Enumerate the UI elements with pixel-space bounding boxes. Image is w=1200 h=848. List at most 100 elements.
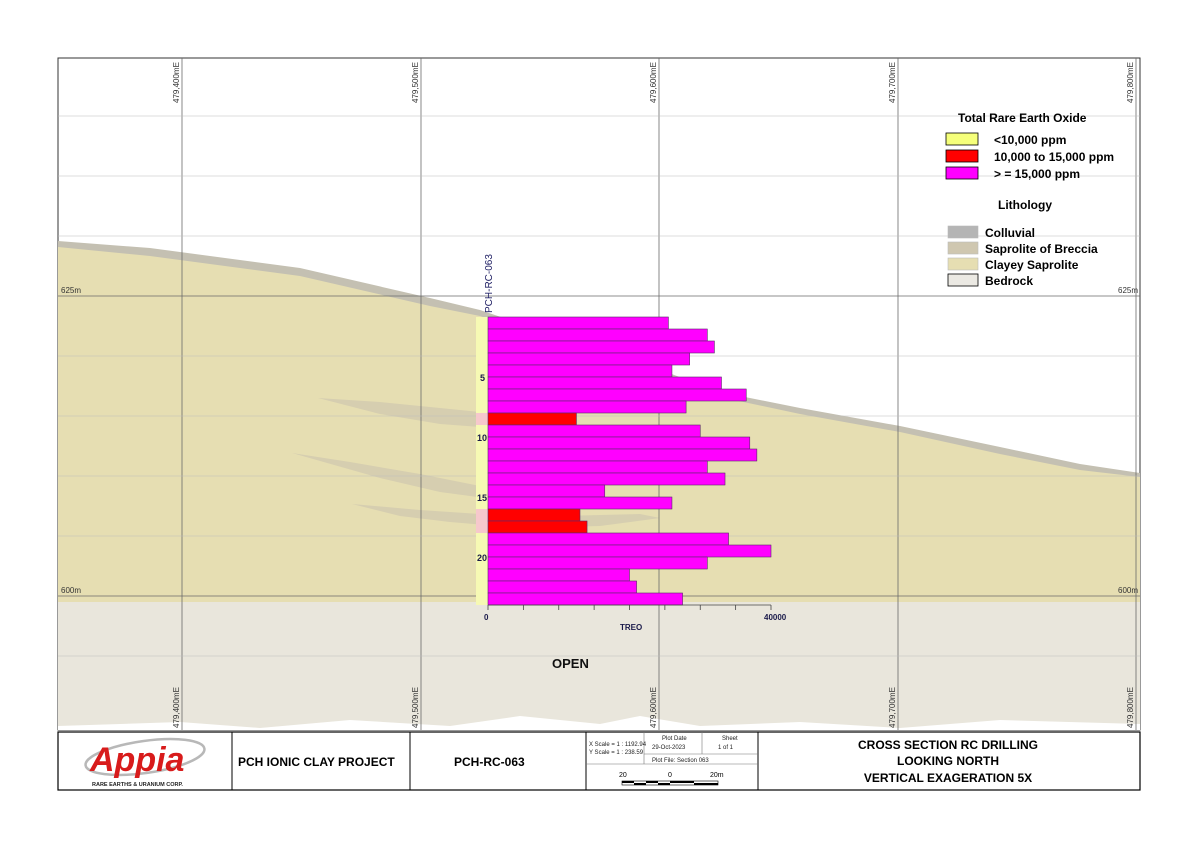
section-title-line3: VERTICAL EXAGERATION 5X	[864, 771, 1032, 785]
depth-label: 15	[477, 493, 487, 503]
treo-bar	[487, 436, 751, 450]
treo-axis-tick-label: 40000	[764, 613, 787, 622]
scale-bar-label: 20	[619, 772, 627, 779]
treo-bar	[487, 568, 630, 582]
scale-bar-label: 20m	[710, 772, 724, 779]
hole-trace-segment	[476, 581, 488, 593]
treo-bar	[487, 400, 687, 414]
easting-label: 479,700mE	[888, 62, 897, 103]
easting-label: 479,400mE	[172, 687, 181, 728]
elevation-label-left: 600m	[61, 586, 81, 595]
easting-label: 479,400mE	[172, 62, 181, 103]
hole-trace-segment	[476, 437, 488, 449]
easting-label: 479,700mE	[888, 687, 897, 728]
treo-bar	[487, 508, 581, 522]
hole-trace-segment	[476, 353, 488, 365]
legend-item-label: Bedrock	[985, 274, 1033, 288]
treo-bar	[487, 532, 729, 546]
section-title-line2: LOOKING NORTH	[897, 754, 999, 768]
hole-id-title: PCH-RC-063	[454, 755, 525, 769]
treo-bar	[487, 424, 701, 438]
sheet-label: Sheet	[722, 736, 738, 742]
easting-label: 479,500mE	[411, 62, 420, 103]
easting-labels-top: 479,400mE 479,500mE 479,600mE 479,700mE …	[172, 62, 1135, 103]
appia-logo-wordmark: Appia	[89, 741, 184, 779]
treo-axis-ticks	[487, 605, 772, 610]
treo-bar	[487, 580, 637, 594]
legend: Total Rare Earth Oxide <10,000 ppm 10,00…	[945, 111, 1114, 288]
title-block-frame	[57, 731, 1141, 791]
legend-item-label: <10,000 ppm	[994, 133, 1066, 147]
easting-labels-bottom: 479,400mE 479,500mE 479,600mE 479,700mE …	[172, 687, 1135, 728]
treo-bar	[487, 520, 588, 534]
grid-lines	[58, 58, 1140, 730]
treo-bar	[487, 340, 715, 354]
hole-trace-segment	[476, 545, 488, 557]
easting-label: 479,500mE	[411, 687, 420, 728]
plot-date-value: 29-Oct-2023	[652, 745, 686, 751]
x-scale-text: X Scale = 1 : 1192.94	[589, 742, 647, 748]
scale-bar: 20 0 20m	[619, 772, 724, 786]
hole-trace-segment	[476, 533, 488, 545]
scale-bar-label: 0	[668, 772, 672, 779]
hole-trace-segment	[476, 521, 488, 533]
hole-trace-segment	[476, 341, 488, 353]
treo-axis-title: TREO	[620, 623, 642, 632]
treo-bars	[487, 316, 772, 606]
hole-trace-segment	[476, 485, 488, 497]
treo-bar	[487, 448, 758, 462]
hole-trace-segment	[476, 425, 488, 437]
treo-bar	[487, 496, 673, 510]
elevation-label-right: 600m	[1118, 586, 1138, 595]
easting-label: 479,800mE	[1126, 687, 1135, 728]
clayey-saprolite-unit	[58, 243, 1140, 602]
treo-bar	[487, 592, 683, 606]
elevation-label-right: 625m	[1118, 286, 1138, 295]
y-scale-text: Y Scale = 1 : 238.59	[589, 750, 644, 756]
legend-item-label: > = 15,000 ppm	[994, 167, 1080, 181]
treo-bar	[487, 484, 606, 498]
hole-trace-segment	[476, 413, 488, 425]
hole-trace-segment	[476, 509, 488, 521]
hole-trace-segment	[476, 317, 488, 329]
hole-trace-segment	[476, 569, 488, 581]
treo-bar	[487, 556, 708, 570]
depth-label: 10	[477, 433, 487, 443]
treo-bar	[487, 328, 708, 342]
legend-item-label: Colluvial	[985, 226, 1035, 240]
hole-trace-segment	[476, 557, 488, 569]
legend-swatch	[947, 257, 979, 271]
treo-bar	[487, 364, 673, 378]
treo-bar	[487, 388, 747, 402]
treo-bar	[487, 544, 772, 558]
appia-logo-subtitle: RARE EARTHS & URANIUM CORP.	[92, 782, 183, 788]
drillhole-trace	[476, 317, 488, 605]
plot-file-text: Plot File: Section 063	[652, 758, 709, 764]
treo-legend-title: Total Rare Earth Oxide	[958, 111, 1087, 125]
section-title-line1: CROSS SECTION RC DRILLING	[858, 738, 1038, 752]
open-label: OPEN	[552, 656, 589, 671]
depth-labels: 5 10 15 20	[477, 373, 487, 563]
easting-label: 479,600mE	[649, 687, 658, 728]
hole-trace-segment	[476, 449, 488, 461]
legend-item-label: 10,000 to 15,000 ppm	[994, 150, 1114, 164]
hole-trace-segment	[476, 365, 488, 377]
legend-swatch	[947, 273, 979, 287]
treo-bar	[487, 460, 708, 474]
easting-label: 479,800mE	[1126, 62, 1135, 103]
treo-bar	[487, 376, 722, 390]
legend-item-label: Clayey Saprolite	[985, 258, 1079, 272]
lithology-legend-title: Lithology	[998, 198, 1052, 212]
treo-axis-tick-label: 0	[484, 613, 489, 622]
sheet-value: 1 of 1	[718, 745, 734, 751]
hole-trace-segment	[476, 329, 488, 341]
treo-bar	[487, 352, 690, 366]
hole-trace-segment	[476, 389, 488, 401]
treo-bar	[487, 316, 669, 330]
depth-label: 5	[480, 373, 485, 383]
lower-zone	[58, 602, 1140, 730]
plot-date-label: Plot Date	[662, 736, 687, 742]
legend-swatch	[947, 241, 979, 255]
title-block: Appia RARE EARTHS & URANIUM CORP. PCH IO…	[57, 731, 1141, 791]
